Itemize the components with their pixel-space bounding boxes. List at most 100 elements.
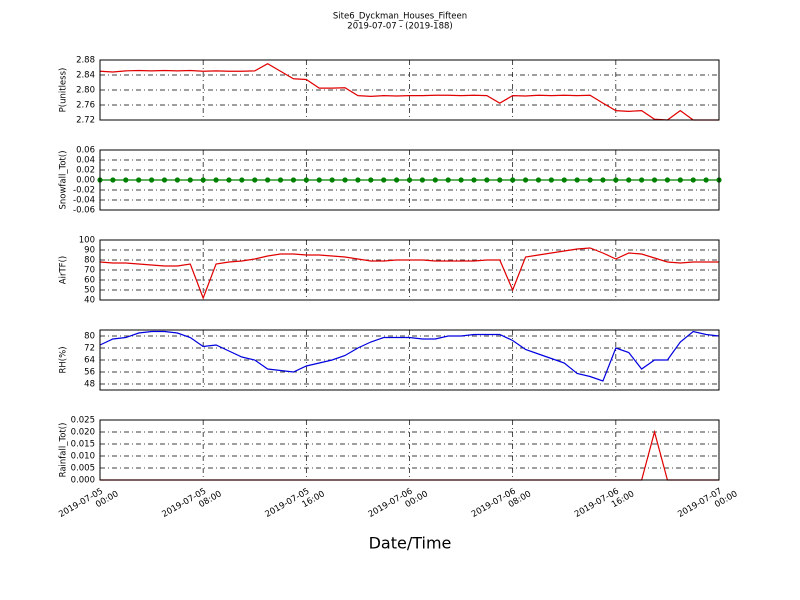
data-point <box>613 177 619 183</box>
x-tick-label: 2019-07-0508:00 <box>160 480 223 528</box>
x-tick-label: 2019-07-0500:00 <box>57 480 120 528</box>
data-point <box>110 177 116 183</box>
y-tick-label: 2.76 <box>76 101 95 111</box>
x-tick-label: 2019-07-0516:00 <box>263 480 326 528</box>
data-point <box>510 177 516 183</box>
y-tick-label: 0.010 <box>71 452 95 462</box>
y-tick-label: 80 <box>84 332 95 342</box>
y-tick-label: 40 <box>84 296 95 306</box>
data-point <box>148 177 155 183</box>
data-point <box>677 177 683 183</box>
data-point <box>587 177 593 183</box>
y-tick-label: -0.02 <box>73 186 95 196</box>
chart-subtitle: 2019-07-07 - (2019-188) <box>347 22 452 32</box>
data-point <box>574 177 580 183</box>
data-point <box>342 177 348 183</box>
plot-frame <box>99 419 720 481</box>
data-point <box>316 177 322 183</box>
data-point <box>200 177 206 183</box>
data-line <box>99 63 719 121</box>
y-tick-label: 0.025 <box>71 416 95 426</box>
data-point <box>187 177 193 183</box>
data-point <box>252 177 258 183</box>
data-point <box>639 177 645 183</box>
plot-frame <box>99 329 720 391</box>
data-point <box>471 177 477 183</box>
y-tick-label: 0.020 <box>71 428 95 438</box>
y-tick-label: 0.015 <box>71 440 95 450</box>
data-point <box>600 177 606 183</box>
data-point <box>303 177 309 183</box>
data-point <box>406 177 413 183</box>
y-tick-label: 0.02 <box>76 166 95 176</box>
x-tick-label: 2019-07-0608:00 <box>470 480 533 528</box>
y-tick-label: 0.04 <box>76 156 95 166</box>
x-axis-label: Date/Time <box>369 534 452 553</box>
y-axis-label: AirTF() <box>59 256 69 284</box>
y-tick-label: 100 <box>79 236 95 246</box>
x-tick-label: 2019-07-0700:00 <box>676 480 739 528</box>
data-point <box>355 177 361 183</box>
y-tick-label: -0.06 <box>73 206 95 216</box>
y-tick-label: 0.000 <box>71 476 95 486</box>
data-point <box>265 177 271 183</box>
data-point <box>458 177 464 183</box>
y-tick-label: 0.06 <box>76 146 95 156</box>
x-tick-label: 2019-07-0616:00 <box>573 480 636 528</box>
data-point <box>626 177 632 183</box>
y-axis-label: RH(%) <box>59 346 69 373</box>
data-point <box>290 177 297 183</box>
data-point <box>561 177 567 183</box>
data-line <box>99 330 720 382</box>
data-point <box>703 177 709 183</box>
data-point <box>445 177 451 183</box>
y-tick-label: 48 <box>84 380 95 390</box>
data-point <box>123 177 129 183</box>
y-tick-label: 70 <box>84 266 95 276</box>
data-point <box>419 177 425 183</box>
data-point <box>432 177 438 183</box>
data-point <box>548 177 554 183</box>
y-tick-label: 2.80 <box>76 86 95 96</box>
data-point <box>484 177 490 183</box>
y-tick-label: 2.88 <box>76 56 95 66</box>
x-tick-label: 2019-07-0600:00 <box>366 480 429 528</box>
data-point <box>535 177 542 183</box>
y-tick-label: 80 <box>84 256 95 266</box>
chart-title: Site6_Dyckman_Houses_Fifteen <box>333 12 467 22</box>
y-tick-label: 0.00 <box>76 176 95 186</box>
data-point <box>329 177 335 183</box>
y-tick-label: 90 <box>84 246 95 256</box>
plot-frame <box>99 59 720 121</box>
data-point <box>522 177 529 183</box>
y-tick-label: 50 <box>84 286 95 296</box>
data-point <box>161 177 168 183</box>
y-axis-label: Snowfall_Tot() <box>59 150 69 209</box>
data-point <box>368 177 374 183</box>
y-axis-label: P(unitless) <box>59 68 69 113</box>
y-tick-label: 60 <box>84 276 95 286</box>
data-point <box>174 177 180 183</box>
y-tick-label: 2.84 <box>76 71 95 81</box>
data-line <box>99 247 719 300</box>
y-tick-label: 64 <box>84 356 95 366</box>
plot-frame <box>99 239 720 301</box>
y-tick-label: 72 <box>84 344 95 354</box>
data-point <box>497 177 503 183</box>
data-point <box>226 177 232 183</box>
data-point <box>381 177 387 183</box>
y-tick-label: -0.04 <box>73 196 95 206</box>
y-axis-label: Rainfall_Tot() <box>59 423 69 478</box>
data-point <box>690 177 696 183</box>
data-point <box>239 177 245 183</box>
data-point <box>136 177 142 183</box>
y-tick-label: 0.005 <box>71 464 95 474</box>
data-point <box>213 177 219 183</box>
data-point <box>664 177 671 183</box>
data-point <box>277 177 284 183</box>
y-tick-label: 56 <box>84 368 95 378</box>
y-tick-label: 2.72 <box>76 116 95 126</box>
plot-frame <box>99 149 720 211</box>
